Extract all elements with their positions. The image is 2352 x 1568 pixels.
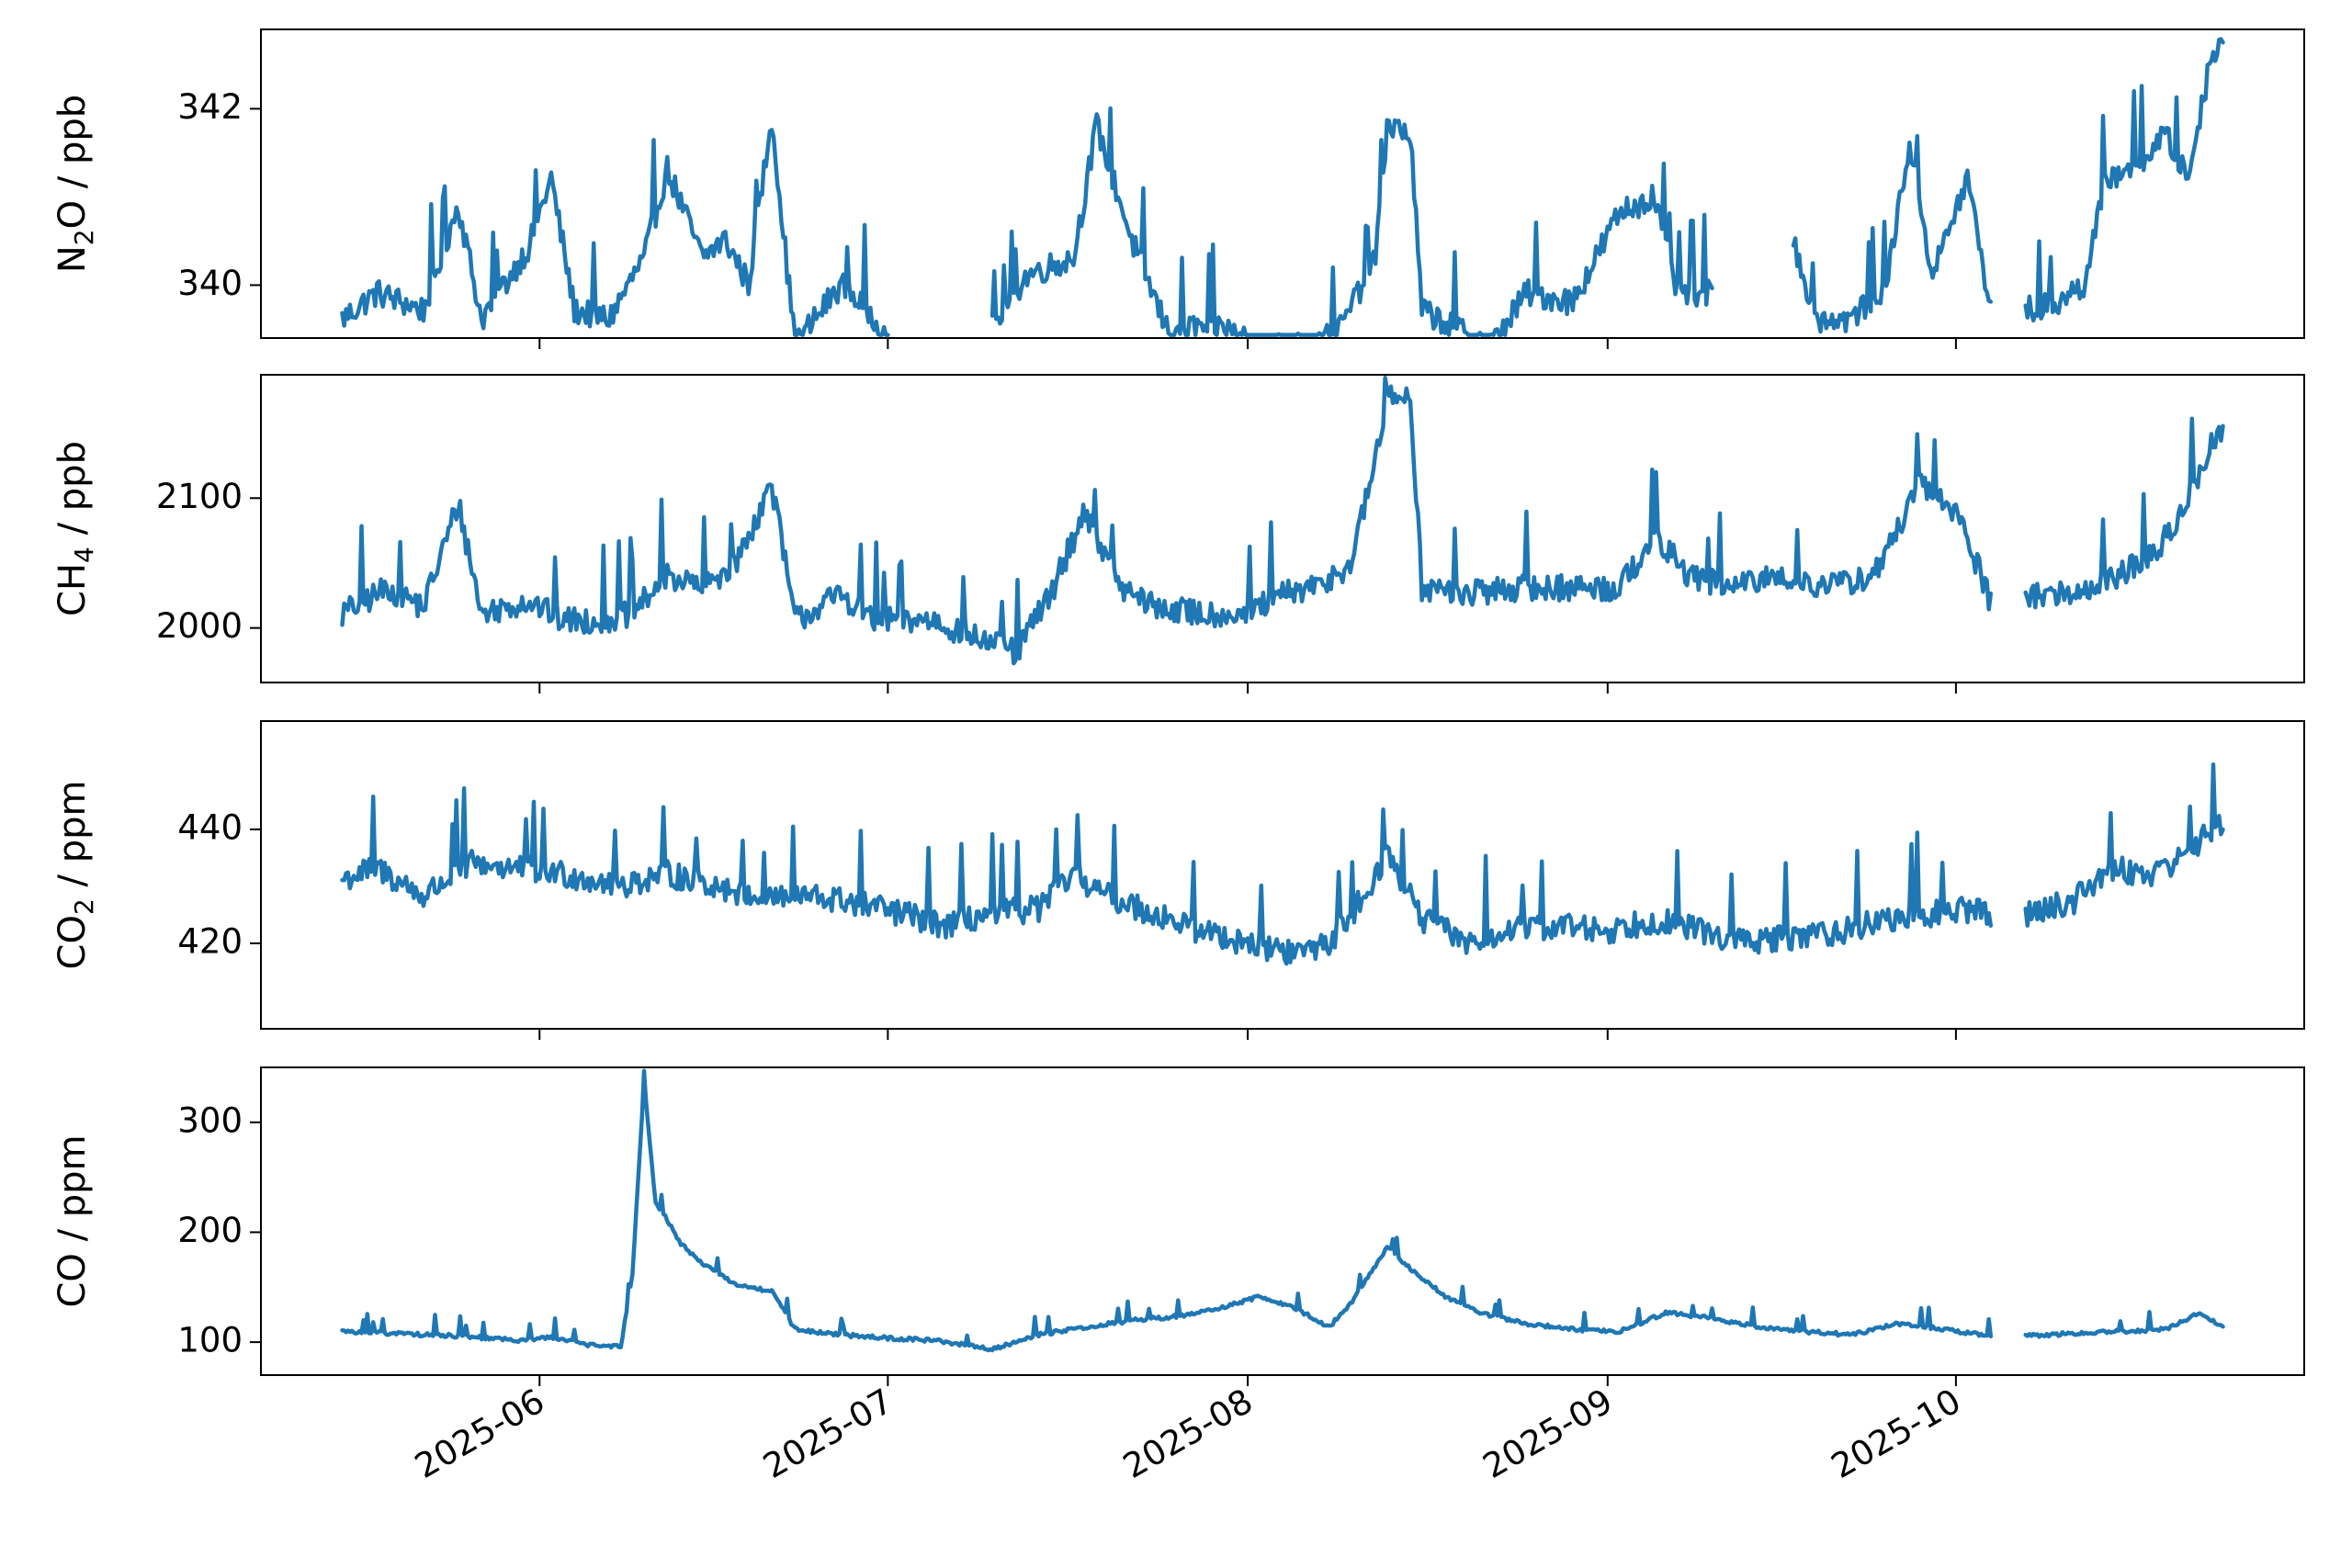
series-line [340,1068,2225,1353]
y-tick-label: 100 [177,1321,243,1360]
series-line [340,376,2225,666]
x-tick-label: 2025-07 [756,1382,899,1487]
panel-frame [260,720,2305,1030]
x-tick-label: 2025-10 [1825,1382,1967,1487]
x-tick-label: 2025-06 [408,1382,550,1487]
y-tick-label: 200 [177,1211,243,1250]
panel-frame [260,28,2305,339]
x-tick-label: 2025-08 [1116,1382,1259,1487]
y-tick-label: 2000 [156,606,243,646]
y-axis-label: CO2 / ppm [51,781,99,970]
panel-1: 340 342 N2O / ppb [51,28,2305,349]
y-axis-label: CH4 / ppb [51,441,99,616]
y-axis-label: N2O / ppb [51,95,99,273]
y-tick-label: 420 [177,921,243,961]
x-axis-ticks: 2025-06 2025-07 2025-08 2025-09 2025-10 [408,1382,1967,1487]
panel-3: 420 440 CO2 / ppm [51,720,2305,1040]
y-tick-label: 300 [177,1100,243,1140]
y-axis-label: CO / ppm [51,1134,94,1307]
panel-2: 2000 2100 CH4 / ppb [51,374,2305,694]
panel-frame [260,1066,2305,1376]
series-line [340,37,2225,337]
y-tick-label: 440 [177,807,243,847]
panel-4: 100 200 300 CO / ppm [51,1066,2305,1386]
series-line [340,762,2225,966]
panel-frame [260,374,2305,683]
y-tick-label: 340 [177,264,243,303]
y-tick-label: 342 [177,87,243,127]
panels: 340 342 N2O / ppb 2000 2100 CH4 / ppb 420 440 CO… [51,28,2305,1386]
x-tick-label: 2025-09 [1476,1382,1619,1487]
y-tick-label: 2100 [156,477,243,516]
